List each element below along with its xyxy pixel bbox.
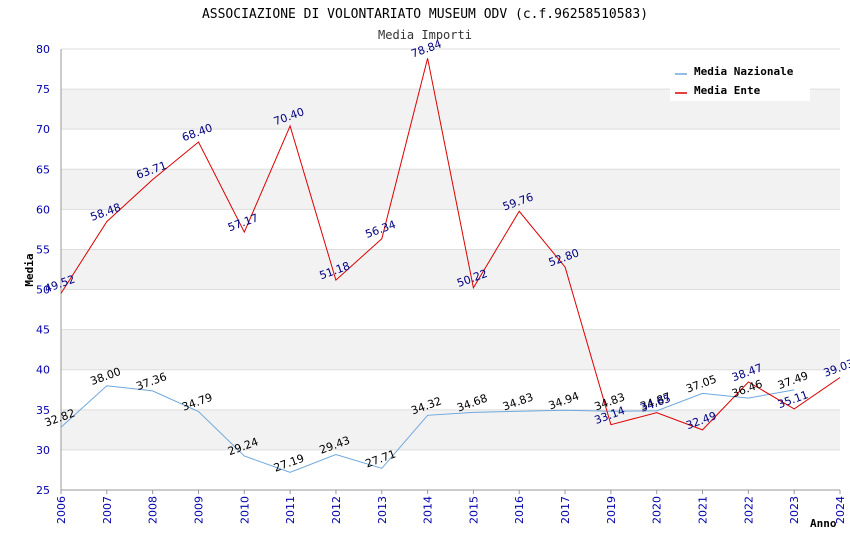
- x-tick-label: 2023: [788, 496, 801, 524]
- x-tick-label: 2016: [513, 496, 526, 524]
- y-tick-label: 75: [36, 83, 50, 96]
- plot-background-bands: [61, 89, 840, 450]
- x-axis-ticks: 2006 2007 2008 2009 2010 2011 2012 2013 2014 2015…: [55, 490, 847, 524]
- data-label-media-nazionale: 27.71: [364, 447, 398, 470]
- data-label-media-ente: 56.34: [364, 218, 398, 241]
- plot-band: [61, 409, 840, 450]
- data-label-media-nazionale: 37.05: [684, 373, 718, 396]
- x-tick-label: 2022: [742, 496, 755, 524]
- y-tick-label: 55: [36, 243, 50, 256]
- series-lines: [60, 58, 841, 473]
- y-tick-label: 60: [36, 203, 50, 216]
- series-line-media-ente: [60, 58, 841, 431]
- legend-box: [670, 61, 810, 101]
- y-tick-label: 30: [36, 444, 50, 457]
- x-tick-label: 2013: [376, 496, 389, 524]
- x-tick-label: 2012: [330, 496, 343, 524]
- x-tick-label: 2009: [192, 496, 205, 524]
- y-tick-label: 35: [36, 404, 50, 417]
- y-axis-ticks: 25 30 35 40 45 50 55 60 65 70 75 80: [36, 43, 50, 497]
- chart-title: ASSOCIAZIONE DI VOLONTARIATO MUSEUM ODV …: [202, 7, 648, 22]
- y-axis-title: Media: [23, 253, 36, 286]
- data-label-media-nazionale: 27.19: [272, 452, 306, 475]
- data-label-media-nazionale: 34.94: [547, 390, 581, 413]
- x-tick-label: 2017: [559, 496, 572, 524]
- x-tick-label: 2015: [467, 496, 480, 524]
- x-tick-label: 2011: [284, 496, 297, 524]
- y-tick-label: 45: [36, 324, 50, 337]
- x-tick-label: 2021: [697, 496, 710, 524]
- y-tick-label: 65: [36, 163, 50, 176]
- legend-label-media-ente: Media Ente: [694, 84, 761, 97]
- x-tick-label: 2006: [55, 496, 68, 524]
- data-label-media-nazionale: 37.36: [134, 370, 168, 393]
- y-tick-label: 50: [36, 284, 50, 297]
- x-tick-label: 2008: [147, 496, 160, 524]
- y-tick-label: 70: [36, 123, 50, 136]
- grid-lines: [61, 48, 840, 491]
- chart-subtitle: Media Importi: [378, 28, 472, 42]
- x-tick-label: 2020: [651, 496, 664, 524]
- x-tick-label: 2010: [238, 496, 251, 524]
- x-axis-title: Anno: [810, 517, 837, 530]
- x-tick-label: 2014: [422, 496, 435, 524]
- legend: Media Nazionale Media Ente: [670, 61, 810, 101]
- y-tick-label: 25: [36, 484, 50, 497]
- plot-band: [61, 249, 840, 290]
- x-tick-label: 2019: [605, 496, 618, 524]
- data-label-media-ente: 49.52: [43, 273, 77, 296]
- x-tick-label: 2007: [101, 496, 114, 524]
- plot-band: [61, 169, 840, 210]
- y-tick-label: 40: [36, 364, 50, 377]
- y-tick-label: 80: [36, 43, 50, 56]
- plot-band: [61, 329, 840, 370]
- x-tick-label: 2024: [834, 496, 847, 524]
- series-line-media-nazionale: [60, 385, 795, 473]
- legend-label-media-nazionale: Media Nazionale: [694, 65, 794, 78]
